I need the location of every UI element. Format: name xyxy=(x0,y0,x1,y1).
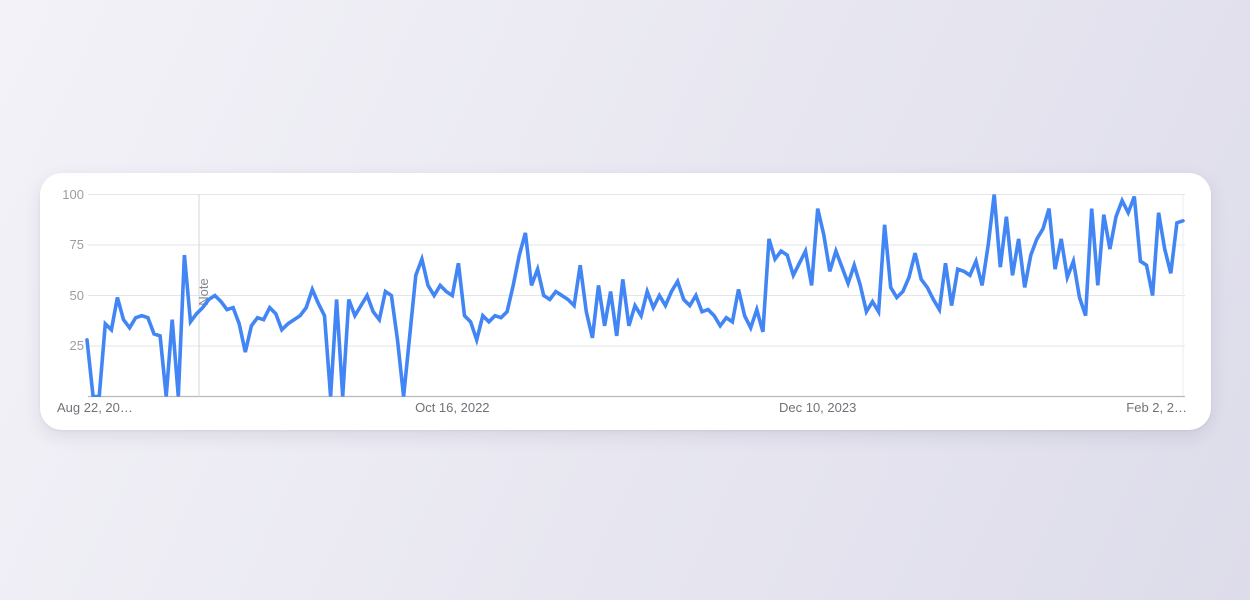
x-axis-label-2: Dec 10, 2023 xyxy=(778,400,857,415)
trend-line-interest-over-time[interactable] xyxy=(85,194,1185,397)
y-axis-label-50: 50 xyxy=(69,287,84,303)
y-axis-label-75: 75 xyxy=(69,237,84,252)
trends-chart-card: Note 100 75 50 25 Aug 22, 20… Oct 16, 2022 De… xyxy=(40,173,1211,430)
y-axis-label-100: 100 xyxy=(62,186,84,202)
x-axis-label-3: Feb 2, 2… xyxy=(1126,400,1187,415)
y-axis-label-25: 25 xyxy=(69,338,84,353)
chart-plot-area[interactable]: Note xyxy=(40,173,1211,430)
x-axis-label-1: Oct 16, 2022 xyxy=(415,400,490,415)
x-axis-label-0: Aug 22, 20… xyxy=(57,400,133,415)
trend-chart-svg: Note xyxy=(85,194,1185,398)
